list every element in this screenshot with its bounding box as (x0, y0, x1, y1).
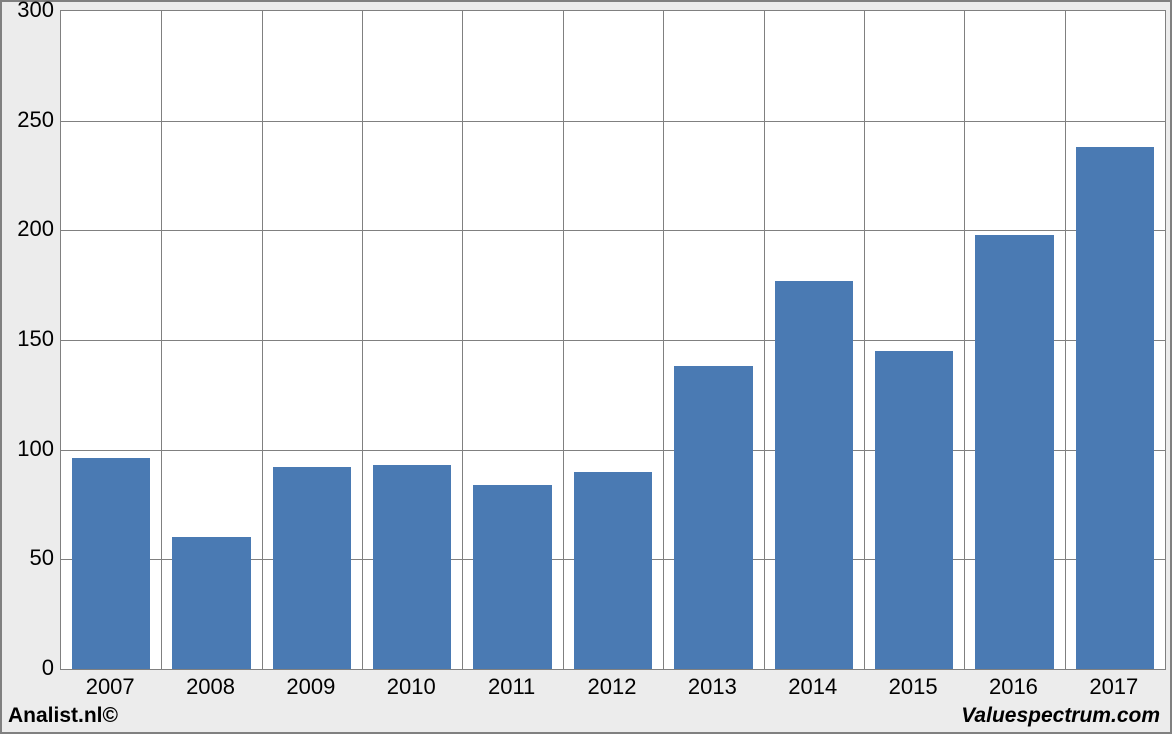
x-tick-label: 2007 (60, 676, 160, 698)
bar (172, 537, 250, 669)
x-tick-label: 2013 (662, 676, 762, 698)
grid-line-horizontal (61, 121, 1165, 122)
x-tick-label: 2015 (863, 676, 963, 698)
x-tick-label: 2017 (1064, 676, 1164, 698)
y-tick-label: 200 (6, 218, 54, 240)
plot-area (60, 10, 1166, 670)
y-tick-label: 300 (6, 0, 54, 21)
bar (273, 467, 351, 669)
x-tick-label: 2010 (361, 676, 461, 698)
y-tick-label: 0 (6, 657, 54, 679)
x-tick-label: 2016 (963, 676, 1063, 698)
x-tick-label: 2009 (261, 676, 361, 698)
y-tick-label: 50 (6, 547, 54, 569)
grid-line-vertical (964, 11, 965, 669)
x-tick-label: 2014 (763, 676, 863, 698)
grid-line-vertical (462, 11, 463, 669)
grid-line-vertical (663, 11, 664, 669)
grid-line-vertical (262, 11, 263, 669)
y-tick-label: 150 (6, 328, 54, 350)
grid-line-horizontal (61, 230, 1165, 231)
chart-frame: 050100150200250300 200720082009201020112… (0, 0, 1172, 734)
grid-line-vertical (362, 11, 363, 669)
grid-line-vertical (161, 11, 162, 669)
grid-line-vertical (864, 11, 865, 669)
y-tick-label: 100 (6, 438, 54, 460)
x-tick-label: 2011 (461, 676, 561, 698)
x-tick-label: 2008 (160, 676, 260, 698)
footer-right-text: Valuespectrum.com (961, 704, 1160, 728)
bar (473, 485, 551, 669)
bar (674, 366, 752, 669)
y-tick-label: 250 (6, 109, 54, 131)
grid-line-vertical (764, 11, 765, 669)
bar (975, 235, 1053, 669)
bar (775, 281, 853, 669)
bar (1076, 147, 1154, 669)
bar (574, 472, 652, 669)
bar (875, 351, 953, 669)
bar (72, 458, 150, 669)
grid-line-vertical (1065, 11, 1066, 669)
grid-line-vertical (563, 11, 564, 669)
footer-left-text: Analist.nl© (8, 704, 118, 728)
x-tick-label: 2012 (562, 676, 662, 698)
bar (373, 465, 451, 669)
